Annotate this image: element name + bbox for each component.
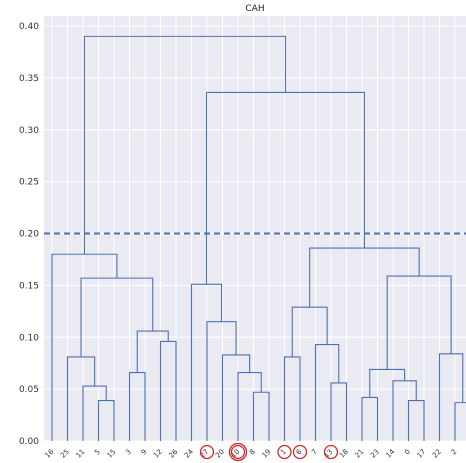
x-tick-label: 15 <box>105 448 117 460</box>
x-tick-label: 18 <box>338 448 350 460</box>
highlight-circle <box>277 444 292 460</box>
x-tick-label: 12 <box>152 448 164 460</box>
x-tick-label: 2 <box>450 448 459 457</box>
dendrogram-links <box>51 35 466 441</box>
x-tick-label: 24 <box>183 447 195 459</box>
dendrogram-link <box>369 368 406 398</box>
y-tick-label: 0.35 <box>19 74 39 84</box>
x-tick-label: 16 <box>43 447 55 459</box>
x-tick-label: 13 <box>322 448 334 460</box>
y-tick-label: 0.25 <box>19 178 39 188</box>
x-tick-label: 0 <box>403 448 412 457</box>
x-tick-label: 11 <box>74 448 86 460</box>
y-tick-label: 0.40 <box>19 22 39 32</box>
x-tick-label: 6 <box>295 447 304 456</box>
y-tick-label: 0.20 <box>19 230 39 240</box>
dendrogram-link <box>82 385 107 441</box>
dendrogram-link <box>83 35 287 255</box>
dendrogram-link <box>407 399 425 441</box>
dendrogram-link <box>314 343 340 441</box>
dendrogram-link <box>221 354 251 441</box>
highlight-circle <box>199 444 215 460</box>
dendrogram-link <box>291 306 328 357</box>
y-tick-label: 0.10 <box>19 333 39 343</box>
x-tick-label: 26 <box>167 447 179 459</box>
x-tick-label: 9 <box>140 448 149 457</box>
x-tick-label: 20 <box>214 448 226 460</box>
x-tick-label: 19 <box>260 448 272 460</box>
highlight-circle <box>323 444 339 460</box>
highlight-circle <box>228 442 248 462</box>
x-tick-label: 27 <box>198 448 210 460</box>
y-tick-label: 0.15 <box>19 281 39 291</box>
highlight-circles <box>199 442 339 462</box>
x-tick-label: 21 <box>353 448 365 460</box>
x-tick-label: 22 <box>431 448 443 460</box>
x-tick-label: 23 <box>369 448 381 460</box>
dendrogram-link <box>97 399 115 441</box>
y-tick-labels: 0.00 0.05 0.10 0.15 0.20 0.25 0.30 0.35 0.40 <box>19 22 39 447</box>
dendrogram-link <box>206 321 237 441</box>
x-tick-label: 3 <box>124 448 133 457</box>
x-tick-label: 8 <box>248 448 257 457</box>
x-gridlines <box>51 16 456 441</box>
highlight-circle <box>292 444 308 460</box>
x-tick-labels: 16 25 11 5 15 3 9 12 26 24 27 20 10 8 19 1 6 7 13 18 21 23 14 0… <box>43 447 466 459</box>
x-tick-label: 5 <box>93 448 102 457</box>
y-tick-label: 0.05 <box>19 385 39 395</box>
x-tick-label: 14 <box>384 447 396 459</box>
highlight-circle-inner <box>230 444 246 460</box>
x-tick-label: 7 <box>310 448 319 457</box>
x-tick-label: 10 <box>229 448 241 460</box>
plot-background <box>44 16 466 441</box>
dendrogram-link <box>386 275 452 370</box>
x-tick-label: 25 <box>59 448 71 460</box>
y-tick-label: 0.30 <box>19 126 39 136</box>
x-tick-label: 1 <box>279 448 288 457</box>
y-tick-label: 0.00 <box>19 437 39 447</box>
x-tick-label: 17 <box>415 448 427 460</box>
chart-title: CAH <box>245 4 264 14</box>
